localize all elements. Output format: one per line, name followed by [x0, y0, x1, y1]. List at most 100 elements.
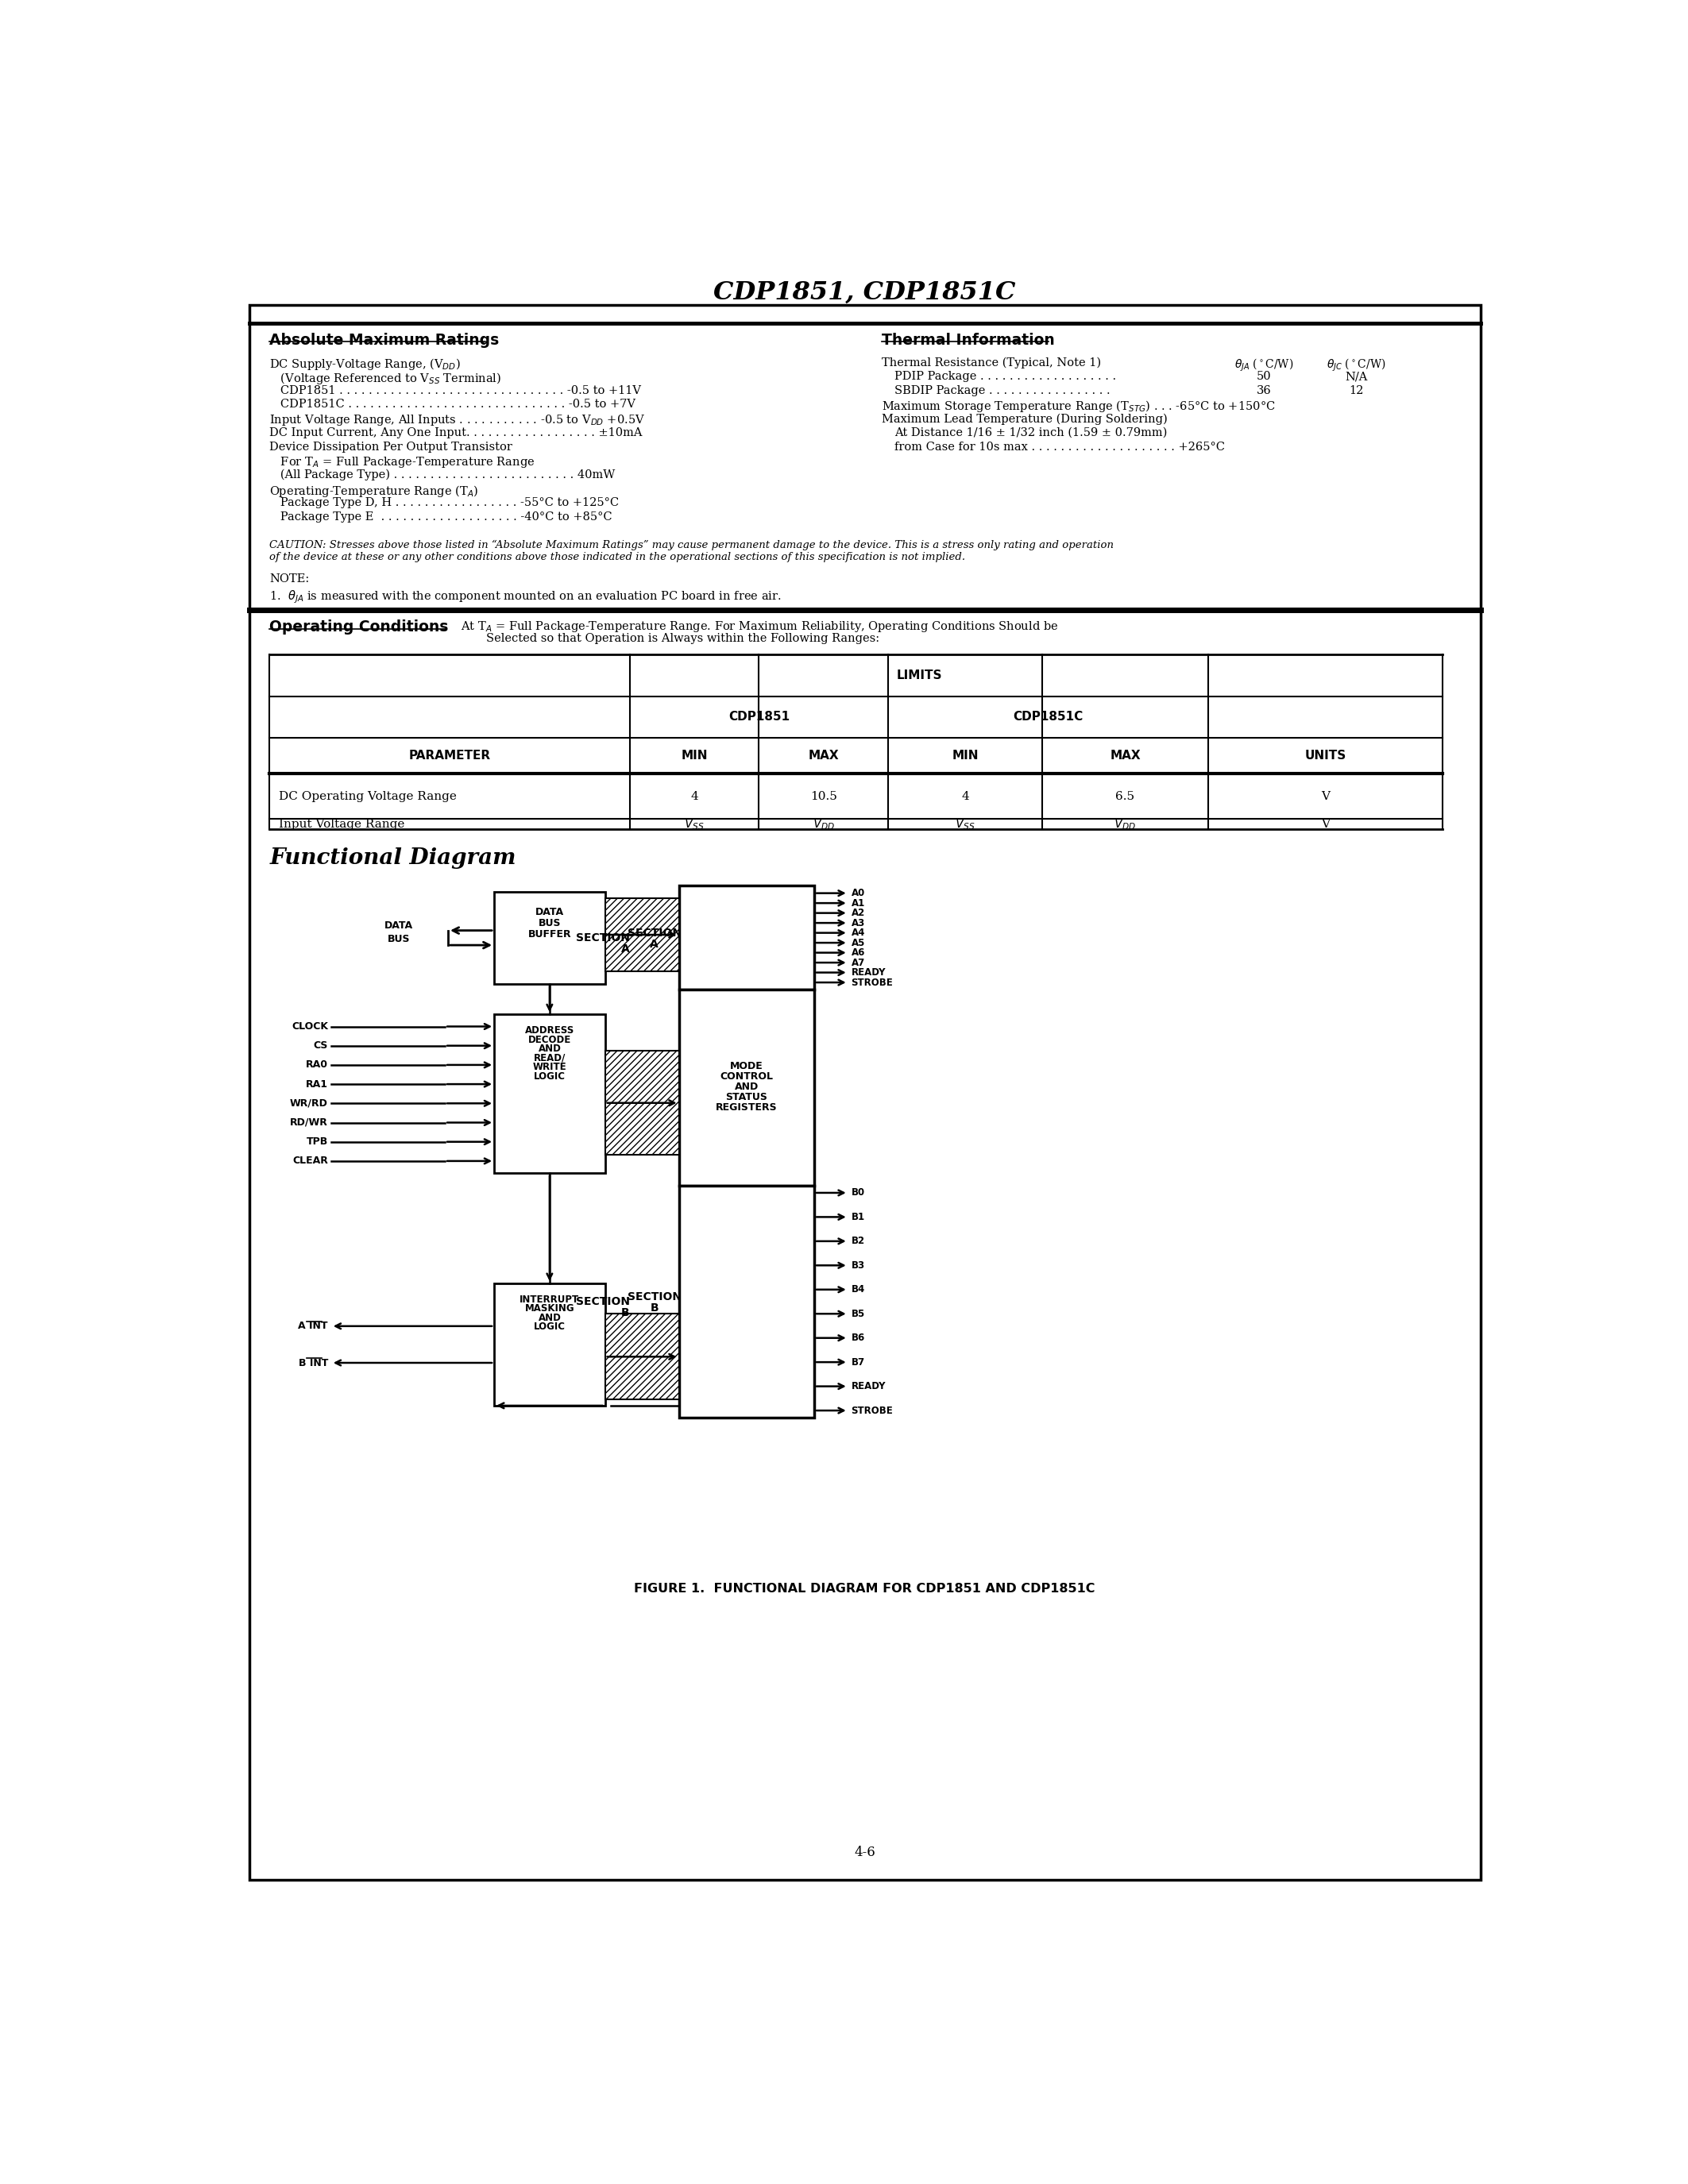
Text: A: A	[650, 939, 658, 950]
Text: MAX: MAX	[1111, 749, 1141, 762]
Text: 10.5: 10.5	[810, 791, 837, 802]
Text: NOTE:: NOTE:	[270, 574, 309, 585]
Text: CLEAR: CLEAR	[292, 1155, 327, 1166]
Text: SECTION: SECTION	[628, 1291, 682, 1302]
Text: FIGURE 1.  FUNCTIONAL DIAGRAM FOR CDP1851 AND CDP1851C: FIGURE 1. FUNCTIONAL DIAGRAM FOR CDP1851…	[635, 1583, 1096, 1594]
Text: Operating Conditions: Operating Conditions	[270, 620, 449, 633]
Text: CS: CS	[314, 1040, 327, 1051]
Text: B: B	[621, 1306, 630, 1319]
Text: Maximum Storage Temperature Range (T$_{STG}$) . . . -65°C to +150°C: Maximum Storage Temperature Range (T$_{S…	[883, 400, 1276, 415]
Text: ADDRESS: ADDRESS	[525, 1024, 574, 1035]
Text: 36: 36	[1256, 384, 1271, 395]
Text: CDP1851, CDP1851C: CDP1851, CDP1851C	[714, 280, 1016, 306]
Text: READ/: READ/	[533, 1053, 565, 1064]
Text: from Case for 10s max . . . . . . . . . . . . . . . . . . . . +265°C: from Case for 10s max . . . . . . . . . …	[895, 441, 1225, 452]
Bar	[495, 1013, 604, 1173]
Text: BUS: BUS	[538, 917, 560, 928]
Text: DATA: DATA	[385, 919, 414, 930]
Text: DC Supply-Voltage Range, (V$_{DD}$): DC Supply-Voltage Range, (V$_{DD}$)	[270, 356, 461, 371]
Text: A6: A6	[851, 948, 864, 959]
Text: B6: B6	[851, 1332, 864, 1343]
Text: INTERRUPT: INTERRUPT	[520, 1295, 579, 1304]
Text: $V_{DD}$: $V_{DD}$	[1114, 817, 1136, 832]
Text: Device Dissipation Per Output Transistor: Device Dissipation Per Output Transistor	[270, 441, 513, 452]
Text: B INT: B INT	[299, 1358, 327, 1367]
Text: DATA: DATA	[535, 906, 564, 917]
Text: SECTION: SECTION	[628, 928, 682, 939]
Text: A: A	[621, 943, 630, 954]
Text: RD/WR: RD/WR	[290, 1118, 327, 1127]
Text: PDIP Package . . . . . . . . . . . . . . . . . . .: PDIP Package . . . . . . . . . . . . . .…	[895, 371, 1116, 382]
Text: Absolute Maximum Ratings: Absolute Maximum Ratings	[270, 332, 500, 347]
Text: AND: AND	[734, 1081, 758, 1092]
Text: B: B	[650, 1302, 658, 1313]
Text: $V_{DD}$: $V_{DD}$	[812, 817, 836, 832]
Bar	[604, 898, 679, 972]
Bar	[495, 1284, 604, 1406]
Text: $V_{SS}$: $V_{SS}$	[955, 817, 976, 832]
Text: Package Type D, H . . . . . . . . . . . . . . . . . -55°C to +125°C: Package Type D, H . . . . . . . . . . . …	[270, 498, 619, 509]
Text: 12: 12	[1349, 384, 1364, 395]
Text: CDP1851C . . . . . . . . . . . . . . . . . . . . . . . . . . . . . . -0.5 to +7V: CDP1851C . . . . . . . . . . . . . . . .…	[270, 400, 636, 411]
Text: B7: B7	[851, 1356, 864, 1367]
Text: 50: 50	[1256, 371, 1271, 382]
Text: 4-6: 4-6	[854, 1845, 876, 1859]
Text: MASKING: MASKING	[525, 1304, 574, 1315]
Text: (Voltage Referenced to V$_{SS}$ Terminal): (Voltage Referenced to V$_{SS}$ Terminal…	[270, 371, 501, 387]
Text: AND: AND	[538, 1044, 560, 1055]
Text: A1: A1	[851, 898, 864, 909]
Text: B2: B2	[851, 1236, 864, 1247]
Text: READY: READY	[851, 1380, 886, 1391]
Text: Input Voltage Range: Input Voltage Range	[279, 819, 405, 830]
Text: A2: A2	[851, 909, 864, 917]
Text: CONTROL: CONTROL	[721, 1072, 773, 1081]
Text: CDP1851: CDP1851	[728, 712, 790, 723]
Bar	[604, 1051, 679, 1155]
Text: A5: A5	[851, 937, 864, 948]
Text: LOGIC: LOGIC	[533, 1070, 565, 1081]
Text: V: V	[1322, 819, 1330, 830]
Text: PARAMETER: PARAMETER	[408, 749, 491, 762]
Text: At T$_A$ = Full Package-Temperature Range. For Maximum Reliability, Operating Co: At T$_A$ = Full Package-Temperature Rang…	[461, 620, 1058, 633]
Text: B5: B5	[851, 1308, 864, 1319]
Text: DECODE: DECODE	[528, 1035, 571, 1044]
Text: 1.  $\theta_{JA}$ is measured with the component mounted on an evaluation PC boa: 1. $\theta_{JA}$ is measured with the co…	[270, 590, 782, 605]
Text: LIMITS: LIMITS	[896, 670, 942, 681]
Text: RA0: RA0	[306, 1059, 327, 1070]
Text: MODE: MODE	[729, 1061, 763, 1072]
Text: V: V	[1322, 791, 1330, 802]
Text: LOGIC: LOGIC	[533, 1321, 565, 1332]
Text: RA1: RA1	[306, 1079, 327, 1090]
Text: Operating-Temperature Range (T$_A$): Operating-Temperature Range (T$_A$)	[270, 483, 478, 498]
Text: Functional Diagram: Functional Diagram	[270, 847, 517, 869]
Text: MIN: MIN	[680, 749, 707, 762]
Text: B0: B0	[851, 1188, 864, 1199]
Text: 4: 4	[960, 791, 969, 802]
Bar	[604, 1315, 679, 1400]
Bar	[495, 891, 604, 983]
Text: of the device at these or any other conditions above those indicated in the oper: of the device at these or any other cond…	[270, 553, 966, 561]
Text: SECTION: SECTION	[576, 1295, 630, 1308]
Text: Package Type E  . . . . . . . . . . . . . . . . . . . -40°C to +85°C: Package Type E . . . . . . . . . . . . .…	[270, 511, 613, 522]
Text: WR/RD: WR/RD	[290, 1099, 327, 1109]
Text: A4: A4	[851, 928, 864, 937]
Text: 4: 4	[690, 791, 699, 802]
Text: (All Package Type) . . . . . . . . . . . . . . . . . . . . . . . . . 40mW: (All Package Type) . . . . . . . . . . .…	[270, 470, 614, 480]
Text: WRITE: WRITE	[533, 1061, 567, 1072]
Text: For T$_A$ = Full Package-Temperature Range: For T$_A$ = Full Package-Temperature Ran…	[270, 454, 535, 470]
Text: STROBE: STROBE	[851, 1404, 893, 1415]
Text: A7: A7	[851, 957, 864, 968]
Text: STROBE: STROBE	[851, 976, 893, 987]
Text: Input Voltage Range, All Inputs . . . . . . . . . . . -0.5 to V$_{DD}$ +0.5V: Input Voltage Range, All Inputs . . . . …	[270, 413, 645, 428]
Text: B4: B4	[851, 1284, 864, 1295]
Text: REGISTERS: REGISTERS	[716, 1103, 778, 1114]
Text: CLOCK: CLOCK	[292, 1022, 327, 1031]
Text: TPB: TPB	[306, 1136, 327, 1147]
Text: At Distance 1/16 ± 1/32 inch (1.59 ± 0.79mm): At Distance 1/16 ± 1/32 inch (1.59 ± 0.7…	[895, 428, 1166, 439]
Text: Thermal Resistance (Typical, Note 1): Thermal Resistance (Typical, Note 1)	[883, 356, 1101, 369]
Text: BUFFER: BUFFER	[528, 928, 571, 939]
Text: B3: B3	[851, 1260, 864, 1271]
Bar	[679, 1186, 814, 1417]
Text: CDP1851 . . . . . . . . . . . . . . . . . . . . . . . . . . . . . . . -0.5 to +1: CDP1851 . . . . . . . . . . . . . . . . …	[270, 384, 641, 395]
Text: $\theta_{JC}$ ($^\circ$C/W): $\theta_{JC}$ ($^\circ$C/W)	[1327, 356, 1386, 373]
